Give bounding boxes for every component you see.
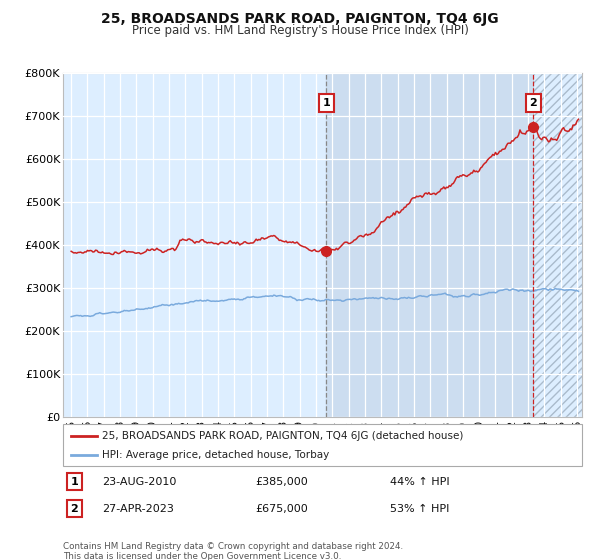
- FancyBboxPatch shape: [63, 424, 582, 466]
- Text: £385,000: £385,000: [255, 477, 308, 487]
- Text: 25, BROADSANDS PARK ROAD, PAIGNTON, TQ4 6JG: 25, BROADSANDS PARK ROAD, PAIGNTON, TQ4 …: [101, 12, 499, 26]
- Text: 2: 2: [529, 98, 537, 108]
- Text: 1: 1: [323, 98, 330, 108]
- Text: 23-AUG-2010: 23-AUG-2010: [102, 477, 176, 487]
- Text: 44% ↑ HPI: 44% ↑ HPI: [390, 477, 449, 487]
- Bar: [533, 73, 585, 417]
- Text: 25, BROADSANDS PARK ROAD, PAIGNTON, TQ4 6JG (detached house): 25, BROADSANDS PARK ROAD, PAIGNTON, TQ4 …: [102, 431, 463, 441]
- Text: 53% ↑ HPI: 53% ↑ HPI: [390, 503, 449, 514]
- Text: £675,000: £675,000: [255, 503, 308, 514]
- Text: 27-APR-2023: 27-APR-2023: [102, 503, 174, 514]
- Text: HPI: Average price, detached house, Torbay: HPI: Average price, detached house, Torb…: [102, 450, 329, 460]
- Text: Price paid vs. HM Land Registry's House Price Index (HPI): Price paid vs. HM Land Registry's House …: [131, 24, 469, 37]
- Bar: [326, 73, 533, 417]
- Text: 2: 2: [71, 503, 78, 514]
- Text: Contains HM Land Registry data © Crown copyright and database right 2024.
This d: Contains HM Land Registry data © Crown c…: [63, 542, 403, 560]
- Text: 1: 1: [71, 477, 78, 487]
- Bar: [533, 73, 585, 417]
